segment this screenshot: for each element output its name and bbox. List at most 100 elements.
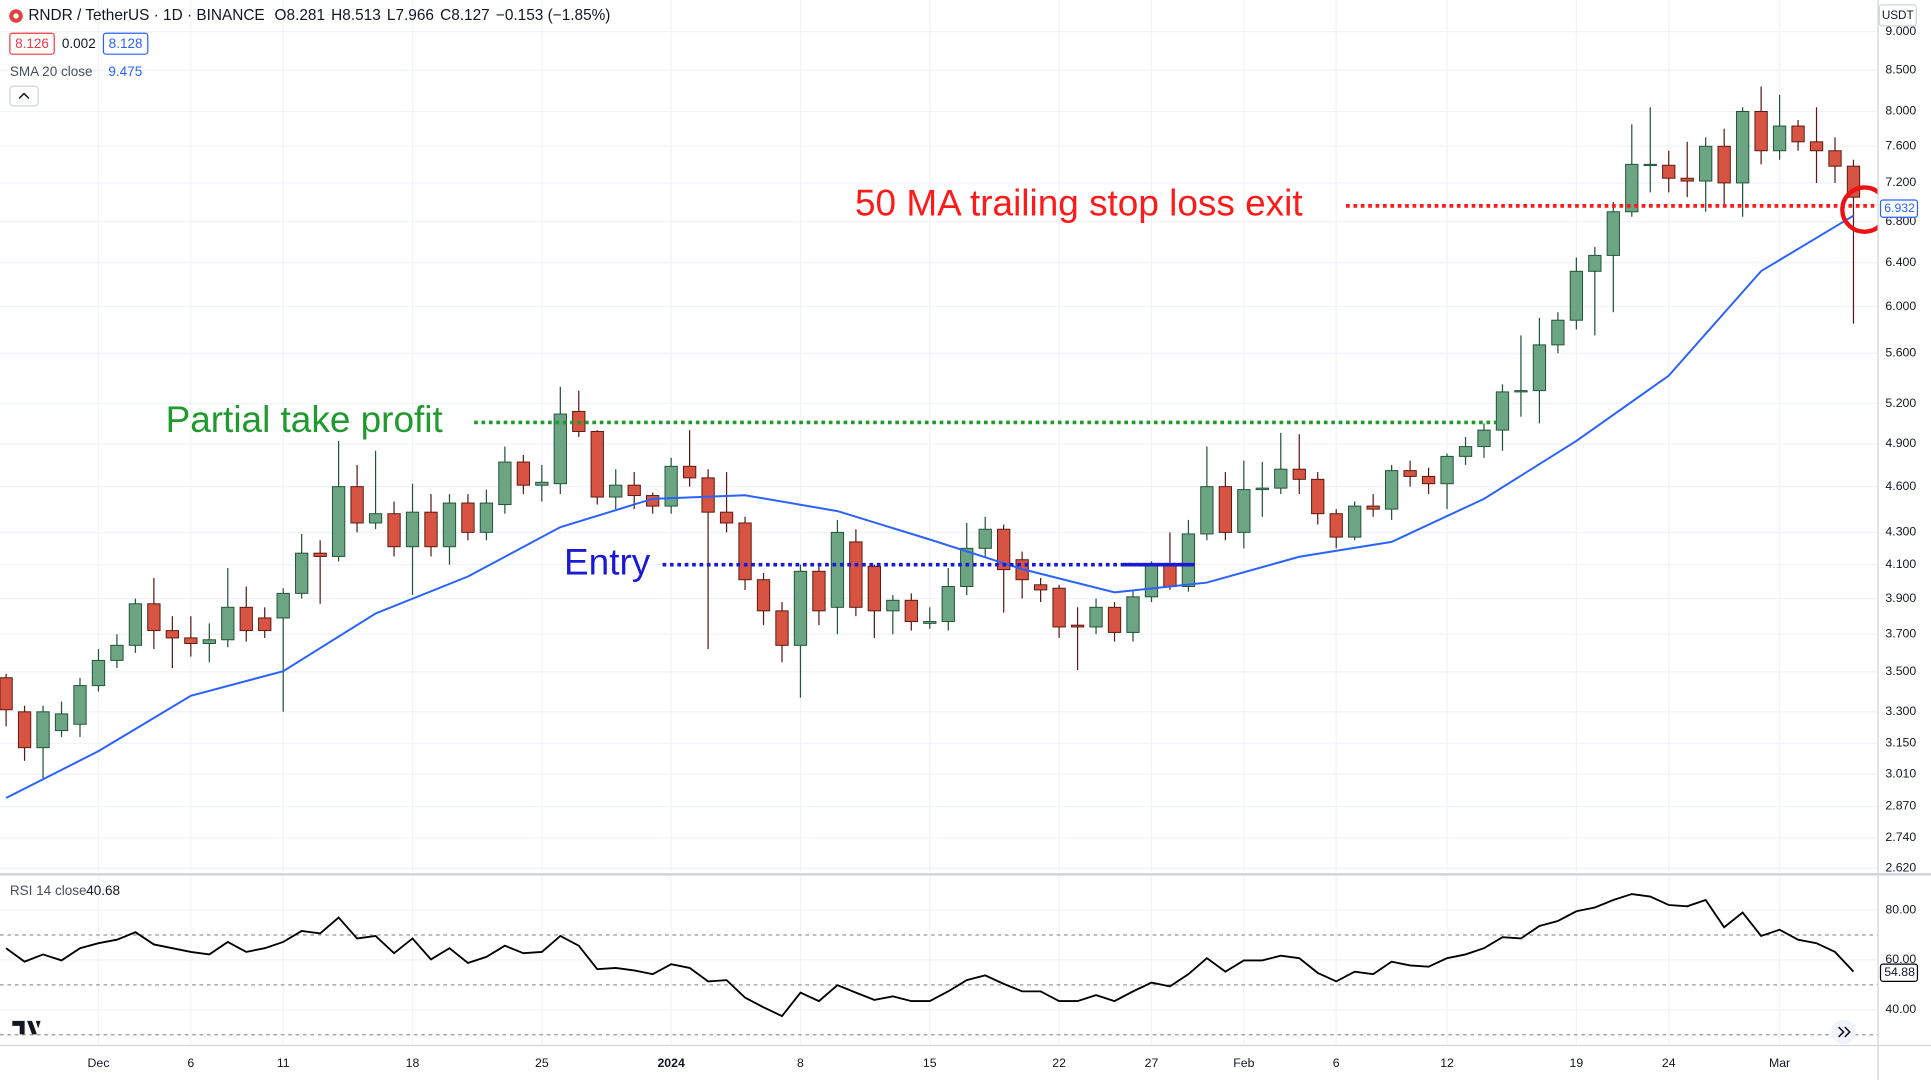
candle-body	[1458, 446, 1473, 457]
candle-body	[812, 570, 826, 612]
candle-body	[276, 592, 290, 619]
candle-body	[1311, 478, 1325, 515]
candle-body	[239, 606, 253, 632]
x-tick-label: 2024	[657, 1056, 685, 1070]
candle-body	[1625, 163, 1639, 213]
candle-body	[1274, 468, 1288, 489]
candle-body	[1237, 489, 1251, 533]
ohlc-label: L	[387, 7, 396, 24]
y-tick-label: 4.100	[1885, 557, 1916, 571]
symbol-icon-hole	[13, 13, 19, 19]
y-tick-label: 4.900	[1885, 436, 1916, 450]
candle-body	[1218, 486, 1233, 533]
candle-body	[1477, 429, 1491, 448]
y-tick-label: 3.010	[1885, 766, 1916, 780]
currency: USDT	[1882, 9, 1914, 22]
candle-body	[331, 486, 346, 557]
candle-body	[775, 610, 789, 646]
rsi-price-box	[1879, 963, 1919, 982]
candle-body	[350, 486, 364, 524]
candle-body	[997, 528, 1011, 571]
bid: 8.126	[15, 36, 49, 51]
logo	[12, 1020, 41, 1035]
y-tick-label: 3.700	[1885, 627, 1916, 641]
candle-body	[1717, 145, 1731, 184]
candle-body	[424, 511, 438, 548]
candle-body	[1163, 564, 1177, 587]
candle-body	[0, 677, 13, 711]
price-axis-bg	[1878, 0, 1931, 1080]
candle-body	[1366, 505, 1380, 510]
candle-body	[590, 430, 604, 498]
x-tick-label: 12	[1440, 1056, 1454, 1070]
rsi-line	[5, 893, 1855, 1018]
x-tick-label: 18	[406, 1056, 420, 1070]
candle-body	[1181, 533, 1196, 587]
x-tick-label: Mar	[1769, 1056, 1790, 1070]
currency-box[interactable]	[1878, 4, 1917, 27]
collapse-button[interactable]	[9, 85, 39, 107]
candle-body	[1699, 145, 1713, 182]
x-tick-label: 22	[1052, 1056, 1066, 1070]
candle-body	[738, 522, 752, 581]
x-tick-label: 25	[535, 1056, 549, 1070]
sma-price-label: 6.932	[1884, 201, 1915, 215]
candle-body	[1754, 110, 1768, 152]
candle-body	[1348, 505, 1362, 538]
candle-body	[719, 511, 734, 524]
y-tick-label: 60.00	[1885, 952, 1916, 966]
sma-line	[5, 214, 1854, 799]
scroll-icon	[1838, 1026, 1851, 1038]
candle-body	[1089, 606, 1103, 628]
x-tick-label: 11	[277, 1056, 290, 1070]
candle-body	[1588, 254, 1602, 272]
ohlc-value: 8.127	[451, 7, 489, 24]
ohlc-value: 8.513	[342, 7, 380, 24]
candle-body	[701, 477, 715, 513]
y-tick-label: 3.300	[1885, 704, 1916, 718]
candle-body	[258, 617, 272, 632]
annotation-text: 50 MA trailing stop loss exit	[855, 183, 1303, 224]
candle-body	[627, 484, 641, 497]
y-tick-label: 9.000	[1885, 24, 1916, 38]
candle-body	[904, 599, 918, 623]
candle-body	[1772, 125, 1787, 152]
x-tick-label: 6	[187, 1056, 194, 1070]
x-tick-label: 27	[1145, 1056, 1159, 1070]
x-tick-label: 8	[797, 1056, 804, 1070]
candle-body	[184, 637, 198, 644]
indicator-value: 9.475	[108, 64, 142, 79]
candle-body	[1200, 486, 1214, 535]
ask-box[interactable]	[102, 32, 149, 55]
candle-body	[1495, 391, 1510, 431]
ohlc-value: 8.281	[287, 7, 325, 24]
candle-body	[867, 565, 882, 612]
candle-body	[1532, 344, 1547, 392]
candle-body	[110, 644, 124, 661]
candle-body	[1569, 270, 1584, 321]
candle-body	[1144, 564, 1159, 598]
candle-body	[221, 606, 235, 641]
x-tick-label: Feb	[1233, 1056, 1254, 1070]
y-tick-label: 4.600	[1885, 479, 1916, 493]
candle-body	[1662, 164, 1676, 179]
y-tick-label: 5.600	[1885, 346, 1916, 360]
y-tick-label: 7.600	[1885, 139, 1916, 153]
candle-body	[1033, 584, 1048, 591]
ohlc-label: O	[275, 7, 287, 24]
candle-body	[535, 481, 549, 486]
y-tick-label: 40.00	[1885, 1002, 1916, 1016]
candle-body	[1606, 211, 1620, 256]
candle-body	[461, 502, 475, 533]
candle-body	[1126, 596, 1140, 633]
candle-body	[1680, 177, 1694, 182]
candle-body	[368, 513, 383, 524]
symbol: RNDR / TetherUS · 1D · BINANCE	[28, 7, 264, 24]
ohlc-value: 7.966	[395, 7, 433, 24]
candle-body	[1828, 150, 1842, 167]
bid-box[interactable]	[9, 32, 55, 55]
y-tick-label: 2.740	[1885, 830, 1916, 844]
